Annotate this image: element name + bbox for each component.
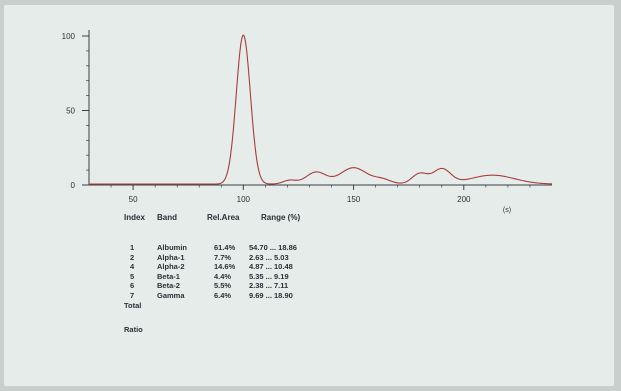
row-band: Gamma — [157, 290, 185, 300]
header-range: Range (%) — [261, 213, 301, 222]
y-tick-label: 50 — [66, 107, 75, 116]
table-row: 2 Alpha-1 7.7% 2.63 ... 5.03 — [124, 253, 354, 263]
table-row: 1 Albumin 61.4% 54.70 ... 18.86 — [124, 243, 354, 253]
x-tick-label: 100 — [237, 195, 251, 204]
row-range: 9.69 ... 18.90 — [249, 290, 293, 300]
row-index: 6 — [130, 281, 135, 291]
row-range: 5.35 ... 9.19 — [249, 271, 289, 281]
row-index: 4 — [130, 262, 135, 272]
ratio-row: Ratio — [124, 325, 354, 335]
x-unit-label: (s) — [503, 207, 511, 214]
row-rel-area: 4.4% — [214, 271, 232, 281]
row-band: Albumin — [157, 243, 187, 252]
row-rel-area: 5.5% — [214, 281, 232, 291]
ratio-label: Ratio — [124, 324, 143, 334]
header-band: Band — [157, 213, 177, 222]
row-range: 2.38 ... 7.11 — [249, 281, 289, 291]
y-tick-label: 0 — [71, 181, 76, 190]
x-tick-label: 150 — [347, 195, 361, 204]
bands-table: Index Band Rel.Area Range (%) 1 Albumin 61… — [124, 213, 354, 334]
y-tick-label: 100 — [62, 32, 76, 41]
row-rel-area: 6.4% — [214, 290, 232, 300]
header-index: Index — [124, 213, 145, 222]
header-rel-area: Rel.Area — [207, 213, 240, 222]
row-band: Alpha-1 — [157, 252, 185, 262]
table-row: 5 Beta-1 4.4% 5.35 ... 9.19 — [124, 272, 354, 282]
table-header: Index Band Rel.Area Range (%) — [124, 213, 354, 243]
x-tick-label: 200 — [457, 195, 471, 204]
table-row: 6 Beta-2 5.5% 2.38 ... 7.11 — [124, 281, 354, 291]
row-rel-area: 14.6% — [214, 262, 236, 272]
table-row: 4 Alpha-2 14.6% 4.87 ... 10.48 — [124, 262, 354, 272]
report-page: 0 50 100 50 100 150 200 (s) Index Band Rel.Area… — [4, 5, 614, 386]
electrophoresis-chart: 0 50 100 50 100 150 200 (s) — [62, 30, 553, 214]
protein-curve — [89, 34, 553, 185]
row-range: 2.63 ... 5.03 — [249, 252, 289, 262]
row-band: Beta-2 — [157, 281, 180, 291]
total-row: Total — [124, 301, 354, 325]
row-index: 2 — [130, 252, 135, 262]
row-band: Beta-1 — [157, 271, 180, 281]
row-band: Alpha-2 — [157, 262, 185, 272]
row-index: 1 — [130, 243, 135, 252]
row-rel-area: 7.7% — [214, 252, 232, 262]
total-label: Total — [124, 300, 142, 310]
table-row: 7 Gamma 6.4% 9.69 ... 18.90 — [124, 291, 354, 301]
row-range: 4.87 ... 10.48 — [249, 262, 293, 272]
row-index: 5 — [130, 271, 135, 281]
row-index: 7 — [130, 290, 135, 300]
table-body: 1 Albumin 61.4% 54.70 ... 18.86 2 Alpha-1 7.7%… — [124, 243, 354, 301]
row-rel-area: 61.4% — [214, 243, 236, 252]
row-range: 54.70 ... 18.86 — [249, 243, 297, 252]
x-tick-label: 50 — [129, 195, 138, 204]
